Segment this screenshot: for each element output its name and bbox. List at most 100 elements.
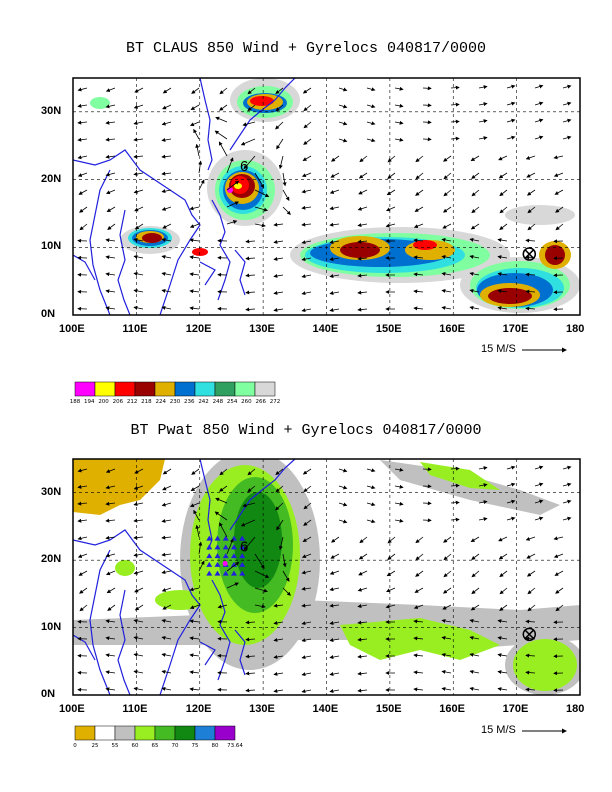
track-point [222, 535, 229, 541]
wind-vector [254, 570, 270, 578]
lat-tick-label: 30N [41, 485, 62, 498]
lon-tick-label: 100E [59, 323, 85, 335]
wind-vector [134, 587, 144, 593]
wind-vector [189, 604, 200, 609]
wind-vector [161, 518, 172, 523]
wind-vector [358, 189, 368, 195]
wind-vector [195, 524, 200, 538]
wind-vector [195, 143, 200, 157]
wind-vector [161, 570, 172, 575]
panel1-coastline [73, 78, 296, 315]
wind-vector [497, 238, 508, 243]
wind-vector [413, 604, 424, 609]
wind-vector [525, 155, 536, 160]
panel2-coastline [73, 459, 296, 695]
wind-vector [105, 104, 116, 109]
wind-vector [413, 687, 424, 692]
wind-vector [506, 516, 516, 521]
gyre-label: 6 [240, 158, 248, 175]
wind-vector [525, 536, 536, 541]
wind-vector [275, 87, 284, 95]
colorbar-label: 266 [255, 399, 266, 405]
wind-vector [497, 255, 508, 260]
wind-vector [338, 519, 348, 524]
wind-vector [77, 87, 88, 92]
wind-vector [134, 206, 144, 212]
gyre-marker-cross [524, 249, 534, 259]
wind-vector [386, 206, 396, 212]
wind-vector [133, 485, 144, 490]
wind-vector [254, 172, 265, 189]
wind-vector [105, 687, 116, 692]
wind-vector [394, 120, 404, 125]
lon-tick-label: 110E [122, 323, 148, 335]
wind-vector [443, 189, 452, 197]
panel2-reference-label: 15 M/S [481, 724, 516, 736]
wind-vector [329, 222, 340, 227]
wind-vector [498, 172, 508, 179]
wind-vector [273, 256, 284, 261]
wind-vector [189, 653, 200, 658]
wind-vector [497, 289, 508, 294]
wind-vector [79, 587, 88, 594]
wind-vector [470, 155, 480, 162]
wind-vector [497, 306, 508, 311]
wind-vector [469, 618, 480, 623]
wind-vector [450, 483, 460, 488]
wind-vector [245, 637, 256, 642]
wind-vector [275, 502, 284, 511]
wind-vector [303, 485, 312, 493]
lon-tick-label: 120E [185, 323, 212, 335]
wind-vector [469, 237, 480, 242]
wind-vector [162, 468, 172, 475]
colorbar-swatch [174, 381, 196, 397]
wind-vector [357, 587, 368, 592]
wind-vector [525, 619, 536, 624]
wind-vector [387, 172, 396, 180]
wind-vector [162, 104, 172, 110]
wind-vector [219, 104, 228, 111]
wind-vector [106, 587, 116, 594]
colorbar-label: 0 [73, 743, 77, 749]
wind-vector [254, 604, 266, 609]
colorbar-swatch [74, 381, 96, 397]
lon-tick-label: 130E [249, 323, 275, 335]
wind-vector [105, 120, 116, 125]
wind-vector [193, 509, 200, 521]
wind-vector [499, 223, 508, 230]
wind-vector [79, 206, 88, 213]
wind-vector [443, 155, 452, 162]
wind-vector [247, 485, 256, 493]
wind-vector [105, 255, 116, 260]
wind-vector [105, 518, 116, 523]
wind-vector [301, 205, 312, 210]
colorbar-label: 272 [270, 399, 281, 405]
colorbar-label: 73.64 [227, 743, 243, 749]
wind-vector [302, 536, 312, 542]
wind-vector [525, 687, 536, 692]
wind-vector [275, 121, 284, 130]
colorbar-swatch [174, 725, 196, 741]
wind-vector [77, 484, 88, 489]
wind-vector [450, 466, 460, 471]
wind-vector [562, 516, 572, 521]
wind-vector [469, 669, 480, 674]
wind-vector [441, 636, 452, 640]
wind-vector [329, 257, 340, 261]
wind-vector [107, 223, 116, 230]
wind-vector [413, 306, 424, 311]
wind-vector [499, 189, 508, 197]
wind-vector [219, 485, 228, 492]
wind-vector [301, 291, 312, 296]
wind-vector [441, 255, 452, 259]
wind-vector [527, 223, 536, 231]
wind-vector [555, 587, 564, 594]
wind-vector [226, 561, 240, 572]
wind-vector [358, 570, 368, 576]
wind-vector [243, 155, 256, 170]
wind-vector [478, 119, 488, 124]
wind-vector [273, 307, 284, 312]
wind-vector [525, 653, 536, 658]
wind-vector [329, 189, 340, 194]
wind-vector [415, 553, 424, 561]
